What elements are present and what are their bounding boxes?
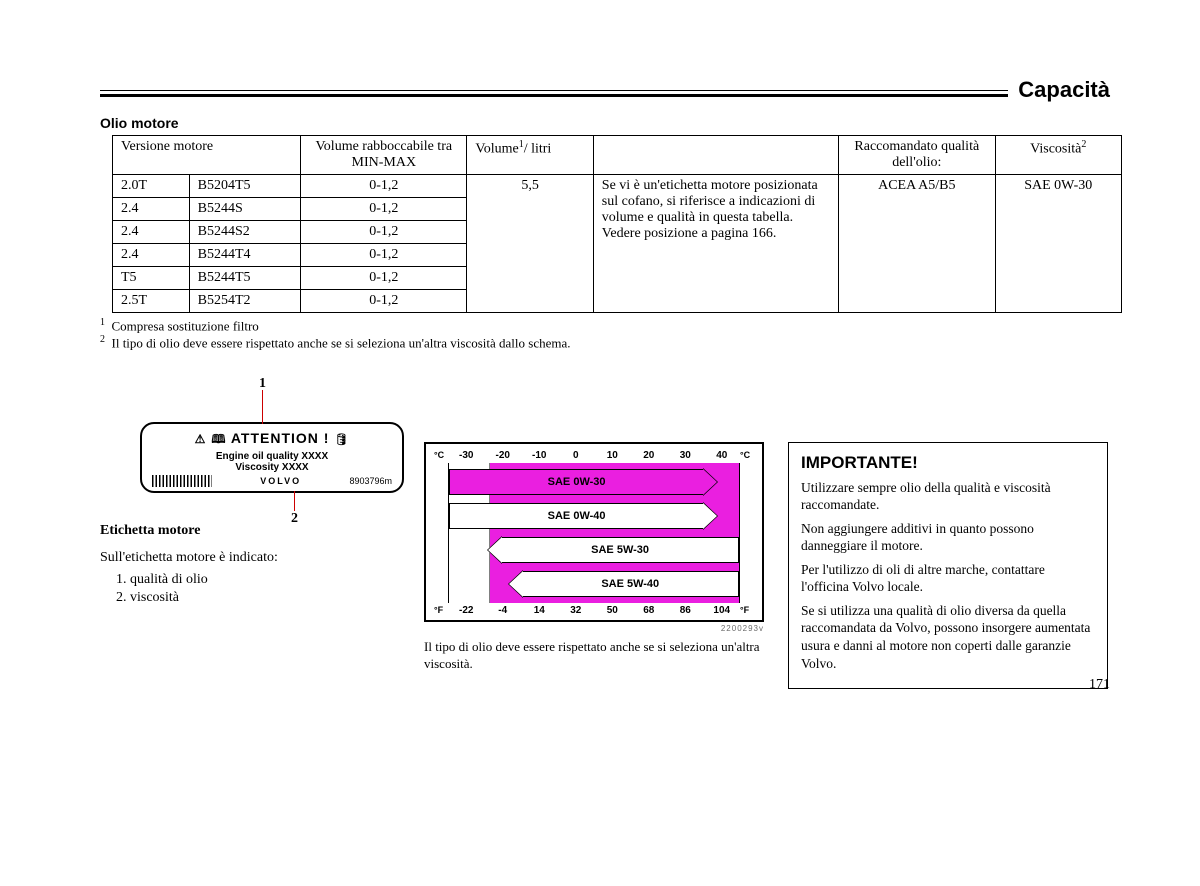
page-title: Capacità	[1008, 77, 1110, 103]
scale-fahrenheit: °F -22 -4 14 32 50 68 86 104 °F	[434, 605, 754, 616]
th-volume: Volume1/ litri	[467, 136, 593, 175]
viscosity-band: SAE 0W-40	[449, 503, 704, 529]
lower-columns: 1 ⚠ 🕮 ATTENTION ! 🛢 Engine oil quality X…	[100, 382, 1110, 689]
important-box: IMPORTANTE! Utilizzare sempre olio della…	[788, 442, 1108, 689]
engine-label-list: qualità di olio viscosità	[100, 571, 400, 607]
scale-celsius: °C -30 -20 -10 0 10 20 30 40 °C	[434, 450, 754, 461]
table-header-row: Versione motore Volume rabboccabile tra …	[113, 136, 1122, 175]
td-volume: 5,5	[467, 175, 593, 313]
column-left: 1 ⚠ 🕮 ATTENTION ! 🛢 Engine oil quality X…	[100, 382, 400, 608]
engine-label-figure: 1 ⚠ 🕮 ATTENTION ! 🛢 Engine oil quality X…	[140, 422, 404, 493]
td-quality: ACEA A5/B5	[839, 175, 995, 313]
viscosity-band: SAE 0W-30	[449, 469, 704, 495]
th-quality: Raccomandato qualità dell'olio:	[839, 136, 995, 175]
th-viscosity: Viscosità2	[995, 136, 1122, 175]
chart-body: SAE 0W-30 SAE 0W-40 SAE 5W-30 SAE 5W-40	[448, 463, 740, 603]
td-viscosity: SAE 0W-30	[995, 175, 1122, 313]
column-right: IMPORTANTE! Utilizzare sempre olio della…	[788, 382, 1108, 689]
oil-table: Versione motore Volume rabboccabile tra …	[112, 135, 1122, 313]
footnotes: 1 Compresa sostituzione filtro 2 Il tipo…	[100, 317, 1110, 352]
viscosity-chart: °C -30 -20 -10 0 10 20 30 40 °C SAE 0W-3…	[424, 442, 764, 622]
chart-caption: Il tipo di olio deve essere rispettato a…	[424, 639, 764, 673]
engine-label-intro: Sull'etichetta motore è indicato:	[100, 549, 400, 567]
section-heading: Olio motore	[100, 115, 1110, 131]
viscosity-band: SAE 5W-30	[501, 537, 739, 563]
table-row: 2.0T B5204T5 0-1,2 5,5 Se vi è un'etiche…	[113, 175, 1122, 198]
page: Capacità Olio motore Versione motore Vol…	[0, 0, 1200, 719]
viscosity-band: SAE 5W-40	[522, 571, 740, 597]
important-heading: IMPORTANTE!	[801, 453, 1095, 473]
td-note: Se vi è un'etichetta motore posizionata …	[593, 175, 838, 313]
column-mid: °C -30 -20 -10 0 10 20 30 40 °C SAE 0W-3…	[424, 382, 764, 673]
engine-label-heading: Etichetta motore	[100, 523, 400, 539]
image-reference: 2200293v	[424, 624, 764, 633]
header-rule: Capacità	[100, 90, 1110, 97]
th-note-spacer	[593, 136, 838, 175]
th-engine-version: Versione motore	[113, 136, 301, 175]
page-number: 171	[1089, 677, 1110, 693]
barcode-icon	[152, 475, 212, 487]
th-topup: Volume rabboccabile tra MIN-MAX	[301, 136, 467, 175]
